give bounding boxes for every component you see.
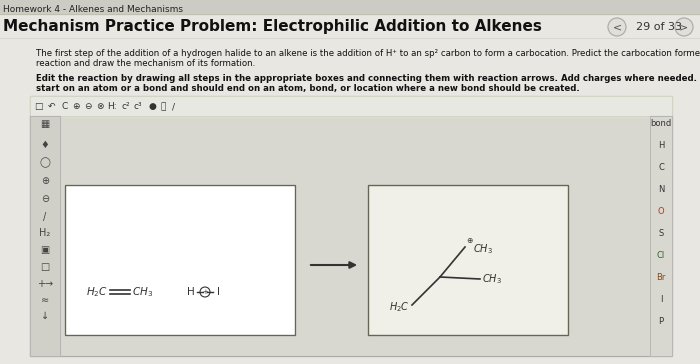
Text: $\oplus$: $\oplus$	[466, 236, 474, 245]
Text: C: C	[658, 163, 664, 173]
Circle shape	[608, 18, 626, 36]
Text: H: H	[658, 142, 664, 150]
Bar	[65, 185, 295, 335]
Text: Edit the reaction by drawing all steps in the appropriate boxes and connecting t: Edit the reaction by drawing all steps i…	[36, 74, 700, 83]
Text: ⊕: ⊕	[41, 176, 49, 186]
Text: c²: c²	[122, 102, 130, 111]
Text: Mechanism Practice Problem: Electrophilic Addition to Alkenes: Mechanism Practice Problem: Electrophili…	[3, 20, 542, 35]
Text: ▦: ▦	[41, 119, 50, 129]
Bar	[650, 116, 672, 356]
Text: +→: +→	[37, 279, 53, 289]
Bar	[65, 185, 295, 335]
Text: H:: H:	[107, 102, 117, 111]
Text: ⊖: ⊖	[41, 194, 49, 204]
Text: reaction and draw the mechanism of its formation.: reaction and draw the mechanism of its f…	[36, 59, 256, 68]
Text: ↓: ↓	[41, 311, 49, 321]
Text: P: P	[659, 317, 664, 327]
Text: Br: Br	[657, 273, 666, 282]
Text: Cl: Cl	[657, 252, 665, 261]
Text: bond: bond	[650, 119, 671, 128]
Text: H: H	[187, 287, 195, 297]
Text: c³: c³	[134, 102, 142, 111]
Text: /: /	[172, 102, 176, 111]
Bar	[30, 96, 672, 116]
Bar	[30, 116, 60, 356]
Text: I: I	[218, 287, 220, 297]
Text: $CH_3$: $CH_3$	[473, 242, 493, 256]
Text: $H_2C$: $H_2C$	[86, 285, 108, 299]
Text: $CH_3$: $CH_3$	[132, 285, 153, 299]
Bar	[30, 116, 60, 356]
Text: ≈: ≈	[41, 295, 49, 305]
Text: /: /	[43, 212, 47, 222]
Text: start on an atom or a bond and should end on an atom, bond, or location where a : start on an atom or a bond and should en…	[36, 84, 580, 93]
Text: The first step of the addition of a hydrogen halide to an alkene is the addition: The first step of the addition of a hydr…	[36, 49, 700, 58]
Bar	[650, 116, 672, 356]
Text: □: □	[34, 102, 42, 111]
Text: +: +	[202, 289, 208, 295]
Text: ⊖: ⊖	[84, 102, 92, 111]
Text: $H_2C$: $H_2C$	[389, 300, 410, 314]
Text: ❓: ❓	[160, 102, 166, 111]
Bar	[30, 96, 672, 356]
Circle shape	[675, 18, 693, 36]
Text: $CH_3$: $CH_3$	[482, 272, 502, 286]
Text: N: N	[658, 186, 664, 194]
Bar	[368, 185, 568, 335]
Text: I: I	[659, 296, 662, 305]
Bar	[30, 96, 672, 356]
Text: ◯: ◯	[40, 158, 50, 168]
Text: <: <	[612, 22, 622, 32]
Text: ↶: ↶	[48, 102, 56, 111]
Bar	[30, 96, 672, 116]
Text: >: >	[680, 22, 689, 32]
Text: ●: ●	[148, 102, 156, 111]
Text: □: □	[41, 262, 50, 272]
Bar	[0, 0, 700, 14]
Text: ⊕: ⊕	[72, 102, 80, 111]
Text: ⊗: ⊗	[97, 102, 104, 111]
Text: Homework 4 - Alkenes and Mechanisms: Homework 4 - Alkenes and Mechanisms	[3, 4, 183, 13]
Text: 29 of 33: 29 of 33	[636, 22, 682, 32]
Text: O: O	[658, 207, 664, 217]
Text: ♦: ♦	[41, 140, 50, 150]
Text: ▣: ▣	[41, 245, 50, 255]
Text: S: S	[659, 229, 664, 238]
Text: C: C	[62, 102, 68, 111]
Bar	[368, 185, 568, 335]
Text: H₂: H₂	[39, 228, 50, 238]
